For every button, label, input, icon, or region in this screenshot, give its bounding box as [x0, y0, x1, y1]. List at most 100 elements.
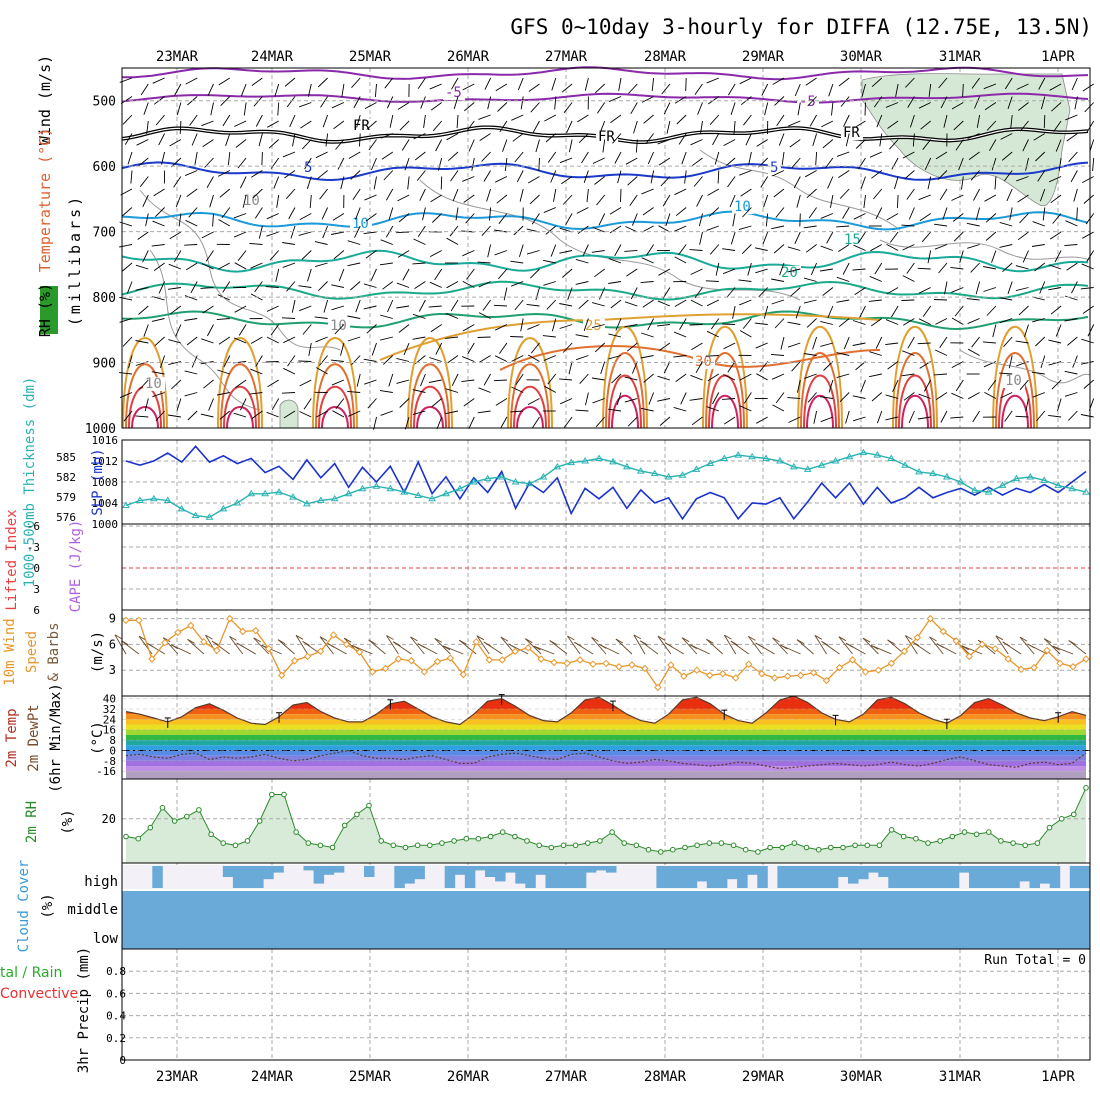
- surface-wind-barb: [295, 635, 309, 655]
- wind-barb: [479, 133, 491, 141]
- wind-barb: [495, 355, 508, 362]
- wind-barb: [594, 342, 606, 353]
- cloud-high-bar: [797, 866, 809, 888]
- precip-tick-label: 0.8: [106, 965, 126, 978]
- wind-barb: [254, 281, 263, 293]
- wind-speed-point: [1017, 665, 1025, 674]
- wind-barb: [723, 374, 736, 381]
- wind-barb: [858, 231, 866, 244]
- wind-barb: [266, 411, 279, 418]
- wind-barb: [354, 225, 361, 238]
- wind-barb: [824, 157, 834, 169]
- isotherm-loop: [901, 395, 929, 429]
- cloud-high-bar: [878, 866, 889, 877]
- wind-barb: [658, 225, 671, 233]
- wind-barb: [706, 299, 719, 307]
- wind-barb: [585, 392, 589, 406]
- wind-barb: [299, 379, 312, 387]
- wind-barb: [875, 336, 883, 349]
- cloud-high-bar: [888, 866, 899, 888]
- rh-point: [293, 829, 299, 835]
- thickness-point: [372, 482, 381, 489]
- wind-barb: [347, 390, 361, 393]
- wind-barb: [1081, 176, 1094, 183]
- date-label-bottom: 27MAR: [545, 1069, 588, 1085]
- wind-barb: [602, 139, 606, 153]
- isotherm-loop: [410, 363, 450, 429]
- wind-barb: [674, 299, 687, 307]
- wind-barb: [775, 207, 785, 218]
- isotherm-label-bg: [583, 319, 605, 333]
- wind-barb: [959, 250, 964, 264]
- wind-barb: [761, 83, 769, 96]
- wind-barb: [340, 342, 345, 356]
- wind-barb: [999, 372, 1013, 375]
- isotherm-loop: [226, 406, 254, 429]
- wind-barb: [1031, 244, 1045, 247]
- wind-barb: [873, 188, 883, 200]
- rh-point: [256, 818, 263, 824]
- wind-barb: [513, 225, 524, 236]
- wind-barb: [756, 373, 768, 381]
- cloud-high-bar: [979, 866, 990, 888]
- wind-barb: [1001, 151, 1013, 161]
- wind-barb: [597, 102, 606, 114]
- thickness-tick-label: 585: [56, 451, 76, 464]
- wind-barb: [578, 133, 589, 144]
- cloud-high-bar: [1009, 866, 1020, 888]
- wind-barb: [678, 244, 687, 256]
- wind-barb: [806, 188, 817, 199]
- thickness-point: [247, 489, 256, 497]
- wind-barb: [397, 250, 410, 258]
- wind-tick-label: 6: [109, 637, 116, 651]
- wind-barb: [201, 120, 214, 127]
- wind-barb: [918, 102, 931, 109]
- wind-barb: [136, 139, 149, 146]
- wind-barb: [871, 170, 883, 179]
- wind-barb: [437, 157, 443, 171]
- isotherm-30: [499, 345, 881, 371]
- wind-barb: [1070, 170, 1078, 183]
- surface-wind-barb: [706, 638, 724, 655]
- wind-barb: [403, 342, 410, 356]
- wind-barb: [1067, 336, 1078, 346]
- wind-barb: [388, 207, 394, 221]
- wind-barb: [940, 410, 948, 423]
- wind-barb: [617, 170, 622, 184]
- wind-barb: [127, 151, 133, 165]
- wind-axis-label-c: & Barbs: [46, 622, 62, 681]
- wind-barb: [812, 133, 818, 147]
- wind-barb: [526, 303, 540, 307]
- wind-barb: [167, 287, 181, 290]
- wind-barb: [265, 361, 279, 363]
- wind-barb: [674, 188, 687, 196]
- precip-legend-total: tal / Rain: [0, 965, 62, 981]
- wind-barb: [624, 250, 638, 252]
- wind-barb: [730, 231, 736, 245]
- wind-barb: [239, 398, 247, 411]
- cloud-high-bar: [1049, 866, 1061, 888]
- wind-barb: [184, 295, 198, 301]
- wind-barb: [353, 96, 361, 109]
- wind-barb: [261, 151, 263, 166]
- wind-barb: [135, 287, 149, 291]
- wind-barb: [1050, 305, 1062, 315]
- cloud-high-bar: [474, 866, 486, 871]
- wind-barb: [404, 157, 410, 171]
- isotherm-label: 25: [585, 318, 602, 334]
- wind-barb: [217, 170, 231, 177]
- wind-barb: [121, 262, 133, 272]
- isotherm-loop: [806, 395, 834, 429]
- wind-barb: [216, 318, 230, 321]
- wind-barb: [430, 102, 442, 111]
- isotherm-label: 10: [145, 376, 162, 392]
- wind-barb: [904, 170, 915, 180]
- surface-wind-barb: [476, 635, 490, 655]
- li-tick-label: 3: [33, 583, 40, 596]
- wind-barb: [562, 342, 573, 353]
- isotherm-label: 10: [734, 199, 751, 215]
- wind-speed-point: [394, 655, 403, 663]
- wind-barb: [1083, 194, 1094, 204]
- wind-barb: [494, 250, 508, 256]
